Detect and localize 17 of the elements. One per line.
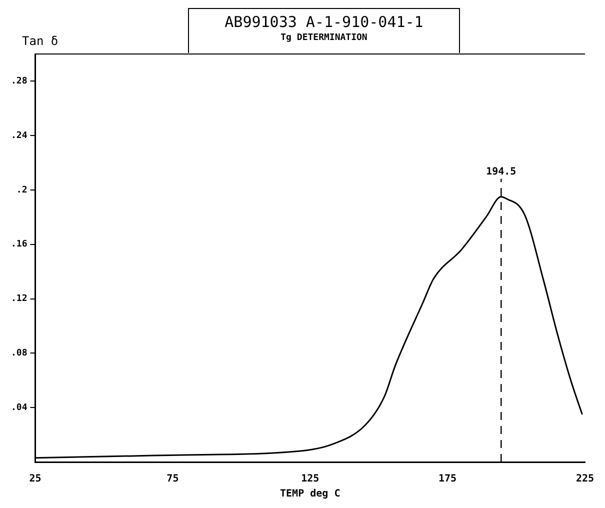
x-tick-label: 225 (576, 474, 594, 485)
chart-subtitle: Tg DETERMINATION (280, 33, 368, 43)
y-tick-label: .16 (10, 240, 28, 250)
x-tick-label: 125 (301, 474, 320, 485)
x-axis-title: TEMP deg C (280, 488, 340, 500)
y-tick-label: .28 (10, 76, 28, 87)
x-tick-label: 25 (29, 474, 42, 485)
chart-title: AB991033 A-1-910-041-1 (224, 13, 424, 31)
ref-line-label: 194.5 (486, 166, 516, 178)
x-tick-label: 75 (166, 474, 179, 485)
y-axis-title: Tan δ (22, 34, 58, 48)
x-tick-label: 175 (438, 474, 457, 485)
y-tick-label: .24 (10, 130, 28, 141)
y-tick-label: .2 (16, 185, 28, 196)
y-tick-label: .12 (10, 294, 28, 304)
y-tick-label: .08 (10, 348, 28, 359)
y-tick-label: .04 (10, 402, 28, 413)
